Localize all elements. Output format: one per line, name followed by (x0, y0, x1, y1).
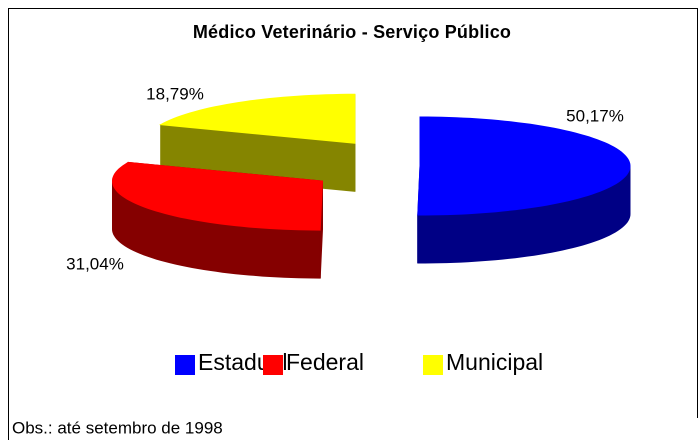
slice (112, 161, 324, 231)
legend-swatch (175, 355, 195, 375)
value-label: 18,79% (146, 84, 204, 103)
chart-frame (8, 8, 698, 440)
legend-label: Municipal (446, 349, 543, 375)
value-label: 31,04% (66, 254, 124, 273)
legend-label: Federal (286, 349, 364, 375)
slice (159, 93, 356, 144)
legend-swatch (423, 355, 443, 375)
legend-swatch (263, 355, 283, 375)
slice (417, 116, 631, 216)
value-label: 50,17% (566, 106, 624, 125)
chart-title: Médico Veterinário - Serviço Público (193, 22, 511, 42)
annotation: Obs.: até setembro de 1998 (12, 418, 223, 437)
